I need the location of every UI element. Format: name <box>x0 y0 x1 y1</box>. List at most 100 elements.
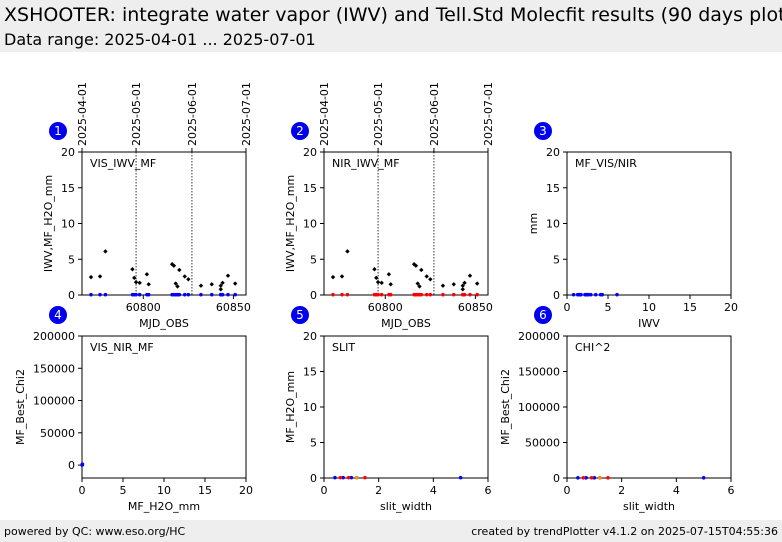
panel-2-ytick-label: 0 <box>310 289 317 302</box>
panel-2-series-0-point <box>379 280 384 286</box>
panel-1-ylabel: IWV,MF_H2O_mm <box>42 175 55 272</box>
panel-1-xtick-label: 60850 <box>216 301 251 314</box>
panel-5-ylabel: MF_H2O_mm <box>284 371 297 443</box>
panel-1-series-1-point <box>103 292 108 297</box>
panel-2-xtick-label: 60800 <box>368 301 403 314</box>
panel-4-badge <box>49 306 67 324</box>
panel-5-ytick-label: 15 <box>303 366 317 379</box>
panel-2-series-1-point <box>441 292 445 297</box>
panel-3-frame <box>566 151 732 296</box>
panel-6-ylabel: MF_Best_Chi2 <box>499 369 512 445</box>
panel-5-badge-number: 5 <box>296 308 304 322</box>
panel-1-series-0-point <box>173 281 178 286</box>
panel-2-series-1-point <box>424 292 429 297</box>
panel-4-ytick-label: 200000 <box>33 330 75 343</box>
panel-6-label: CHI^2 <box>575 341 610 354</box>
panel-2-xlabel: MJD_OBS <box>381 317 431 330</box>
panel-1-series-1-point <box>199 292 203 297</box>
panel-1-date-label: 2025-07-01 <box>240 82 253 146</box>
panel-5-ytick-label: 0 <box>310 472 317 485</box>
panel-6-ytick-label: 0 <box>553 472 560 485</box>
panel-6-xlabel: slit_width <box>623 500 675 513</box>
panel-5-xlabel: slit_width <box>380 500 432 513</box>
panel-1-series-1-point <box>137 292 142 297</box>
page-subtitle: Data range: 2025-04-01 ... 2025-07-01 <box>4 30 316 49</box>
panel-6-series-1-point <box>581 475 586 480</box>
panel-1-series-0-point <box>97 274 103 279</box>
panel-1-series-0-point <box>103 249 108 254</box>
panel-2-series-0-point <box>440 283 446 288</box>
panel-2-badge <box>291 122 309 140</box>
panel-4-label: VIS_NIR_MF <box>90 341 154 354</box>
panel-2-series-0-point <box>374 275 379 281</box>
panel-6-xtick-label: 4 <box>673 484 680 497</box>
panel-1-series-1-point <box>89 292 93 297</box>
panel-4-series-0-point <box>80 462 85 466</box>
panel-3-series-0-point <box>579 292 583 297</box>
panel-5-xtick-label: 6 <box>485 484 492 497</box>
panel-5-series-0-point <box>341 475 345 480</box>
panel-6-ytick-label: 50000 <box>525 437 560 450</box>
panel-5-series-2-point <box>355 475 359 480</box>
panel-1-series-0-point <box>146 282 151 287</box>
panel-2-series-0-point <box>345 249 350 254</box>
panel-1-xtick-label: 60800 <box>126 301 161 314</box>
panel-1-date-label: 2025-04-01 <box>76 82 89 146</box>
panel-1-series-1-point <box>182 292 187 297</box>
panel-6-ytick-label: 200000 <box>518 330 560 343</box>
panel-5-series-1-point <box>338 475 343 480</box>
panel-4-xlabel: MF_H2O_mm <box>128 500 200 513</box>
panel-1-series-1-point <box>134 292 138 297</box>
panel-1-frame <box>81 151 247 296</box>
panel-1-series-0-point <box>175 284 180 289</box>
panel-5-xtick-label: 4 <box>430 484 437 497</box>
panel-1-series-0-point <box>171 263 177 268</box>
panel-5-series-0-point <box>333 475 337 480</box>
panel-1-series-1-point <box>226 292 230 297</box>
panel-1-series-0-point <box>133 279 139 285</box>
panel-5-ytick-label: 5 <box>310 437 317 450</box>
panel-3-series-0-point <box>593 292 598 297</box>
panel-6-xtick-label: 2 <box>618 484 625 497</box>
panel-3-ytick-label: 15 <box>546 182 560 195</box>
panel-3-series-0-point <box>615 292 619 297</box>
footer-generator: created by trendPlotter v4.1.2 on 2025-0… <box>471 525 778 538</box>
panel-4-ytick-label: 150000 <box>33 362 75 375</box>
panel-2-series-0-point <box>413 263 419 268</box>
panel-6-series-0-point <box>701 475 706 480</box>
panel-2-series-1-point <box>419 292 424 297</box>
panel-3-xlabel: IWV <box>638 317 660 330</box>
panel-2-series-0-point <box>460 287 465 292</box>
panel-1-ytick-label: 10 <box>61 218 75 231</box>
panel-2-ytick-label: 20 <box>303 146 317 159</box>
panel-1-badge <box>49 122 67 140</box>
panel-1-series-0-point <box>88 274 94 280</box>
panel-2-series-0-point <box>415 281 420 286</box>
panel-2-series-0-point <box>386 272 392 277</box>
panel-2-series-0-point <box>428 277 433 282</box>
panel-2-series-0-point <box>474 281 480 286</box>
panel-4-ytick-label: 50000 <box>40 427 75 440</box>
panel-1-ytick-label: 20 <box>61 146 75 159</box>
panel-2-series-0-point <box>339 274 345 279</box>
panel-6-badge <box>534 306 552 324</box>
panel-3-series-0-point <box>600 292 605 297</box>
panel-1-series-1-point <box>220 292 225 297</box>
panel-2-badge-number: 2 <box>296 124 304 138</box>
panel-2-series-1-point <box>331 292 335 297</box>
panel-1-badge-number: 1 <box>54 124 62 138</box>
panel-4-xtick-label: 10 <box>157 484 171 497</box>
panel-2-series-0-point <box>417 284 422 289</box>
panel-2-series-0-point <box>388 282 393 287</box>
panel-5-xtick-label: 0 <box>321 484 328 497</box>
panel-5-series-1-point <box>363 475 367 480</box>
panel-5-xtick-label: 2 <box>375 484 382 497</box>
panel-6-series-2-point <box>598 475 602 480</box>
panel-1-series-0-point <box>218 287 223 292</box>
panel-1-series-1-point <box>146 292 151 297</box>
panel-2-series-1-point <box>376 292 380 297</box>
panel-3-ytick-label: 10 <box>546 218 560 231</box>
panel-5-badge <box>291 306 309 324</box>
panel-5-series-1-point <box>346 475 351 480</box>
